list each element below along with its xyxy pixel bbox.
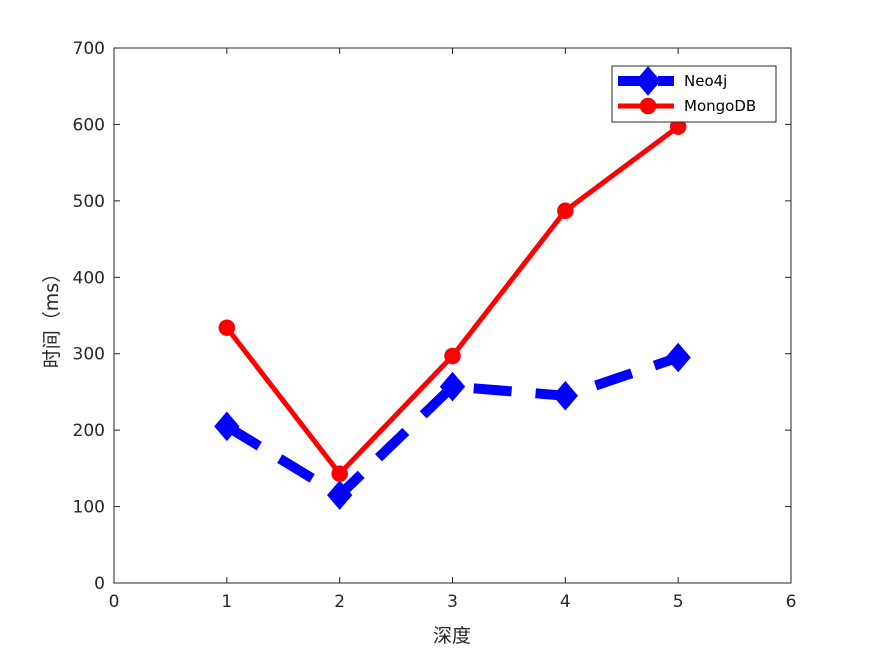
- legend-item-mongodb: MongoDB: [618, 97, 756, 115]
- y-axis-title: 时间（ms）: [41, 264, 63, 368]
- data-point: [665, 342, 691, 373]
- data-point: [214, 411, 240, 442]
- data-point: [327, 480, 353, 510]
- plot-area: [113, 47, 792, 584]
- x-tick-label: 5: [673, 592, 684, 612]
- legend-marker: [635, 66, 661, 96]
- x-axis-title: 深度: [433, 625, 471, 647]
- y-tick-label: 0: [94, 574, 105, 594]
- legend-item-neo4j: Neo4j: [618, 66, 727, 96]
- y-tick-label: 200: [73, 421, 105, 441]
- y-axis-ticks: 0 100 200 300 400 500 600 700: [73, 39, 791, 594]
- x-tick-label: 2: [334, 592, 345, 612]
- x-tick-label: 3: [447, 592, 458, 612]
- series-neo4j: [214, 342, 691, 510]
- legend-marker: [639, 97, 657, 115]
- data-point: [557, 202, 574, 220]
- series-line-neo4j: [224, 352, 680, 501]
- data-point: [439, 371, 466, 402]
- series-layer: [214, 118, 691, 510]
- data-point: [444, 347, 461, 365]
- data-point: [331, 465, 348, 482]
- y-tick-label: 300: [73, 345, 105, 365]
- y-tick-label: 500: [73, 192, 105, 212]
- x-axis-ticks: 0 1 2 3 4 5 6: [109, 48, 797, 612]
- x-tick-label: 4: [560, 592, 571, 612]
- x-tick-label: 1: [221, 592, 232, 612]
- x-tick-label: 0: [109, 592, 120, 612]
- data-point: [218, 319, 236, 336]
- y-tick-label: 400: [73, 268, 105, 288]
- data-point: [552, 380, 578, 411]
- y-tick-label: 100: [73, 498, 105, 518]
- y-tick-label: 700: [73, 39, 105, 59]
- legend: Neo4j MongoDB: [611, 65, 777, 123]
- series-mongodb: [218, 118, 687, 482]
- x-tick-label: 6: [786, 592, 797, 612]
- legend-box: [611, 65, 777, 123]
- legend-label: Neo4j: [684, 72, 727, 90]
- legend-label: MongoDB: [684, 97, 756, 115]
- y-tick-label: 600: [73, 115, 105, 135]
